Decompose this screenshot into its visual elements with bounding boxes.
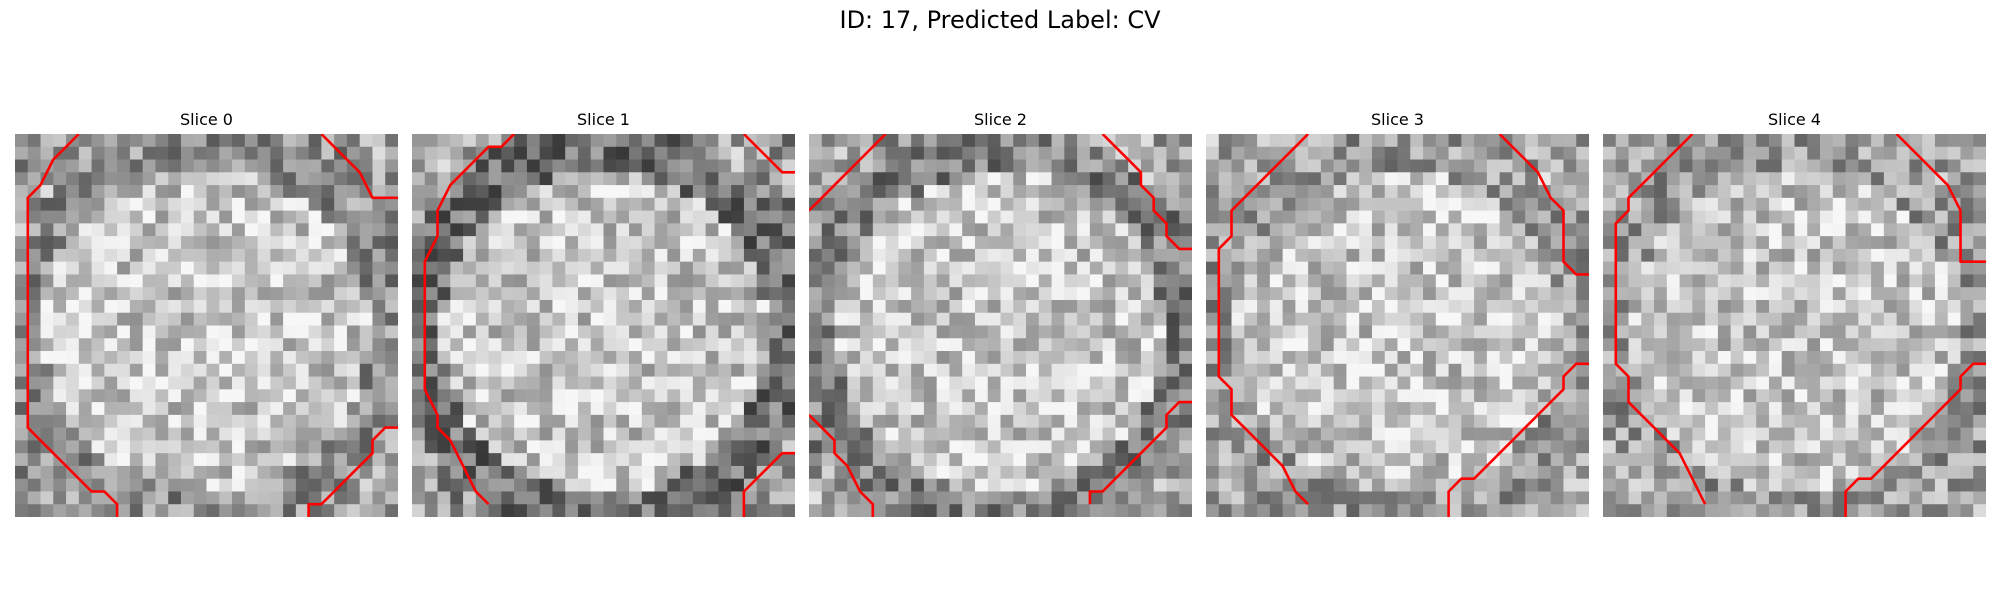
slice-svg (1603, 134, 1986, 517)
texture-pixels (412, 134, 795, 517)
slice-image-0 (15, 134, 398, 517)
contour-line (1614, 134, 1707, 505)
slice-panel-0: Slice 0 (15, 108, 398, 517)
texture-pixels (809, 134, 1192, 517)
contour-line (1447, 362, 1589, 517)
slice-panel-2: Slice 2 (809, 108, 1192, 517)
contour-line (423, 134, 516, 506)
slice-image-4 (1603, 134, 1986, 517)
contour-line (1895, 134, 1986, 263)
slice-title: Slice 4 (1768, 110, 1821, 129)
slice-image-3 (1206, 134, 1589, 517)
contour-line (1217, 134, 1310, 506)
contour-line (320, 134, 398, 200)
contour-line (26, 134, 119, 517)
contour-line (307, 426, 398, 517)
contour-line (809, 413, 875, 517)
slice-title: Slice 2 (974, 110, 1027, 129)
texture-pixels (1603, 134, 1986, 517)
slice-svg (809, 134, 1192, 517)
slice-title: Slice 3 (1371, 110, 1424, 129)
slice-panel-1: Slice 1 (412, 108, 795, 517)
contour-line (1088, 400, 1192, 505)
slice-svg (15, 134, 398, 517)
texture-pixels (15, 134, 398, 517)
contour-line (1844, 362, 1986, 517)
slice-title: Slice 1 (577, 110, 630, 129)
slice-panel-3: Slice 3 (1206, 108, 1589, 517)
contour-line (742, 451, 795, 517)
figure-title: ID: 17, Predicted Label: CV (839, 6, 1161, 34)
slice-image-2 (809, 134, 1192, 517)
slice-svg (1206, 134, 1589, 517)
contour-line (1498, 134, 1589, 276)
slice-panel-4: Slice 4 (1603, 108, 1986, 517)
texture-pixels (1206, 134, 1589, 517)
slice-svg (412, 134, 795, 517)
contour-line (1101, 134, 1192, 251)
contour-line (742, 134, 795, 174)
contour-line (809, 134, 887, 212)
slice-image-1 (412, 134, 795, 517)
slice-title: Slice 0 (180, 110, 233, 129)
